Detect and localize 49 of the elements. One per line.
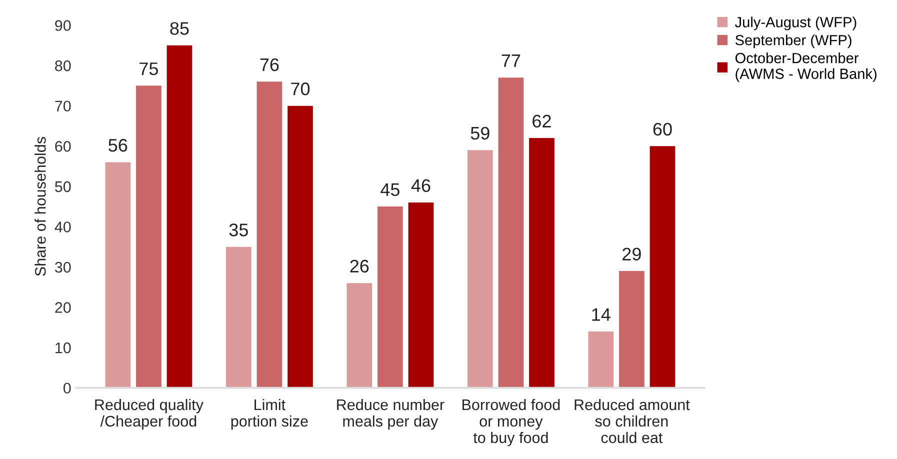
data-label: 70 <box>291 82 310 96</box>
y-tick-label: 0 <box>63 382 71 394</box>
x-tick-label: Reduced quality /Cheaper food <box>95 398 204 430</box>
bar <box>378 206 403 388</box>
data-label: 29 <box>622 248 641 260</box>
y-axis-title: Share of households <box>34 137 46 276</box>
x-tick-label: Reduce number meals per day <box>337 398 444 430</box>
bar <box>529 138 554 388</box>
y-tick-label: 20 <box>55 302 71 313</box>
x-tick-label: Reduced amount so children could eat <box>574 398 690 444</box>
bar <box>467 150 493 388</box>
data-label: 62 <box>532 114 551 128</box>
data-label: 45 <box>380 183 400 196</box>
data-label: 14 <box>592 308 610 321</box>
x-tick-label: Limit portion size <box>231 398 308 430</box>
legend-label: September (WFP) <box>735 34 852 48</box>
bar <box>408 202 434 388</box>
bar <box>650 146 676 388</box>
data-label: 76 <box>260 58 279 72</box>
y-tick-label: 10 <box>56 342 71 354</box>
x-tick-label: Borrowed food or money to buy food <box>462 398 560 446</box>
data-label: 56 <box>108 138 128 152</box>
y-tick-label: 80 <box>55 60 71 72</box>
y-tick-label: 40 <box>54 222 71 232</box>
data-label: 46 <box>411 179 430 192</box>
data-label: 75 <box>140 62 158 76</box>
bar <box>256 82 282 388</box>
legend-label: October-December (AWMS - World Bank) <box>735 52 876 82</box>
data-label: 35 <box>229 224 248 236</box>
y-tick-label: 90 <box>55 20 71 31</box>
y-tick-label: 50 <box>55 181 71 192</box>
data-label: 59 <box>470 126 490 140</box>
data-label: 85 <box>170 22 189 35</box>
data-label: 26 <box>350 260 369 273</box>
bar <box>619 271 644 388</box>
y-tick-label: 70 <box>55 100 71 112</box>
y-tick-label: 60 <box>55 140 71 152</box>
bar <box>588 331 614 388</box>
bar <box>226 246 252 388</box>
bar <box>105 162 131 388</box>
data-label: 77 <box>502 54 520 67</box>
bar <box>166 45 192 388</box>
legend-label: July-August (WFP) <box>735 16 856 30</box>
bar <box>136 86 162 388</box>
bar <box>288 106 313 388</box>
y-tick-label: 30 <box>54 262 71 273</box>
bar <box>346 283 372 388</box>
data-label: 60 <box>653 122 672 136</box>
bar <box>498 78 524 388</box>
